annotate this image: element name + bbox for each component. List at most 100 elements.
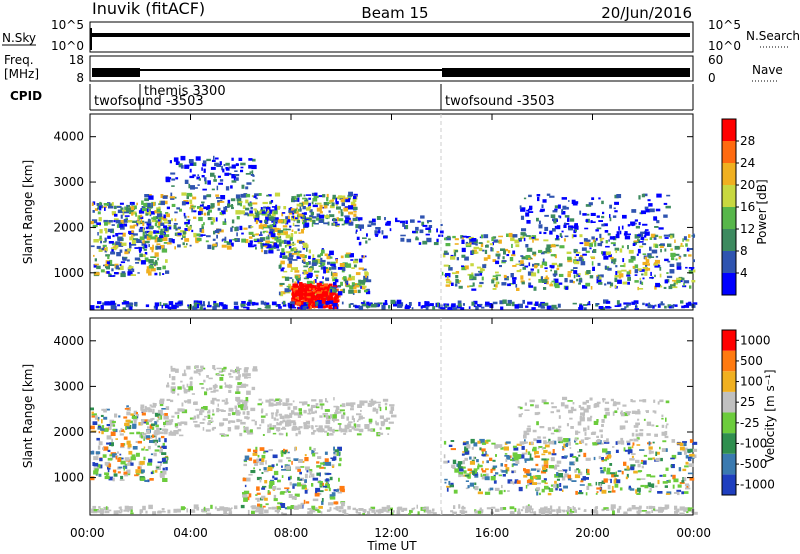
power-cell — [316, 213, 321, 218]
power-cell — [541, 306, 546, 309]
velocity-cell — [273, 417, 277, 421]
power-cell — [685, 243, 688, 247]
power-cell — [492, 301, 498, 305]
power-cell — [412, 230, 416, 234]
power-cell — [683, 236, 687, 241]
velocity-colorbar-segment — [722, 391, 736, 413]
power-cell — [334, 301, 338, 305]
velocity-cell — [517, 454, 522, 458]
power-cell — [273, 210, 278, 215]
power-cell — [289, 225, 292, 228]
velocity-cell — [628, 485, 631, 488]
power-cell — [177, 226, 181, 229]
power-cell — [332, 277, 338, 282]
velocity-cell — [627, 412, 631, 416]
velocity-cell — [401, 509, 404, 512]
velocity-cell — [489, 487, 494, 491]
power-cell — [107, 228, 113, 233]
power-cell — [148, 234, 152, 238]
power-cell — [266, 208, 269, 212]
velocity-cell — [661, 414, 664, 418]
velocity-cell — [106, 424, 112, 427]
velocity-cell — [500, 507, 503, 511]
velocity-cell — [91, 413, 97, 416]
power-cell — [602, 251, 607, 256]
velocity-cell — [474, 482, 477, 486]
velocity-cell — [235, 409, 240, 414]
velocity-cell — [379, 415, 384, 419]
velocity-cell — [537, 436, 541, 439]
velocity-cell — [677, 451, 682, 455]
velocity-cell — [670, 457, 675, 460]
velocity-cell — [263, 470, 269, 473]
power-cell — [368, 302, 370, 306]
power-cell — [151, 203, 155, 205]
power-cell — [235, 194, 241, 199]
power-cell — [456, 305, 462, 309]
velocity-cell — [151, 405, 156, 408]
velocity-cell — [524, 508, 529, 513]
velocity-cell — [340, 404, 342, 407]
power-cell — [308, 206, 312, 209]
velocity-cell — [652, 457, 655, 460]
power-cell — [546, 244, 552, 248]
power-cell — [448, 265, 451, 269]
velocity-cell — [571, 510, 575, 513]
velocity-cell — [161, 457, 166, 463]
velocity-cell — [230, 369, 233, 372]
power-cell — [127, 220, 133, 223]
power-cell — [148, 218, 151, 222]
velocity-cell — [193, 504, 199, 509]
power-cell — [199, 204, 204, 207]
velocity-cell — [333, 397, 335, 401]
power-cell — [317, 297, 321, 301]
power-cell — [225, 167, 228, 170]
power-cell — [642, 277, 645, 280]
power-cell — [153, 230, 157, 234]
power-cell — [330, 199, 334, 202]
power-cell — [569, 218, 575, 222]
velocity-cell — [692, 448, 698, 452]
velocity-cell — [261, 418, 265, 424]
velocity-cell — [353, 428, 359, 431]
power-cell — [641, 193, 645, 198]
velocity-cell — [279, 415, 285, 419]
power-cell — [106, 271, 110, 274]
power-cell — [233, 301, 239, 305]
power-cell — [353, 264, 357, 268]
velocity-cell — [648, 449, 652, 455]
power-cell — [447, 307, 453, 310]
power-cell — [619, 230, 622, 235]
power-cell — [506, 254, 510, 257]
power-cell — [682, 277, 685, 280]
power-cell — [272, 218, 275, 222]
power-cell — [528, 282, 532, 287]
power-cell — [626, 303, 631, 306]
velocity-cell — [396, 510, 401, 515]
power-cell — [193, 216, 197, 219]
velocity-cell — [689, 477, 695, 481]
velocity-cell — [683, 477, 687, 482]
power-cell — [584, 241, 590, 247]
power-cell — [307, 301, 312, 306]
velocity-cell — [413, 507, 416, 510]
cpid-segment-1: twofsound -3503 — [94, 94, 204, 109]
velocity-cell — [120, 461, 126, 465]
power-cell — [252, 158, 256, 162]
velocity-cell — [380, 422, 385, 427]
velocity-cell — [144, 479, 149, 482]
power-cell — [137, 272, 140, 274]
power-cell — [616, 231, 619, 235]
velocity-cell — [640, 478, 646, 480]
velocity-cell — [223, 507, 228, 512]
power-cell — [165, 270, 170, 274]
power-cell — [585, 204, 592, 207]
power-cell — [307, 267, 313, 272]
velocity-cell — [243, 406, 249, 410]
power-cell — [597, 242, 603, 247]
power-cell — [160, 200, 165, 206]
velocity-cell — [236, 397, 238, 402]
power-cell — [313, 270, 320, 273]
power-cell — [644, 231, 650, 236]
velocity-cell — [579, 484, 585, 486]
